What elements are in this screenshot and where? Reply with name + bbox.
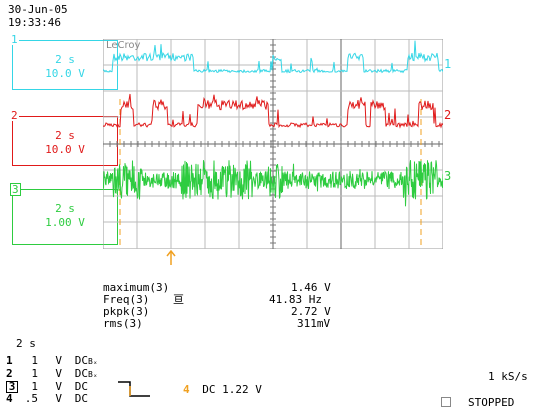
trace-2-box[interactable]: 2 2 s 10.0 V bbox=[10, 110, 118, 166]
trace-3-marker: 3 bbox=[444, 169, 452, 183]
channel-unit: V bbox=[55, 392, 62, 405]
bandwidth-limit-icon: Bₓ bbox=[88, 370, 98, 379]
trace-3-time-div: 2 s bbox=[55, 202, 75, 215]
trace-3-volts-div: 1.00 V bbox=[45, 216, 85, 229]
status-indicator-icon bbox=[441, 397, 451, 407]
trace-3-waveform bbox=[103, 160, 443, 207]
measurement-row[interactable]: maximum(3) 1.46 V bbox=[103, 282, 383, 294]
channel-number: 3 bbox=[6, 381, 18, 393]
channel-unit: V bbox=[55, 354, 62, 367]
channel-number: 2 bbox=[6, 367, 13, 380]
channel-coupling: DC bbox=[74, 380, 88, 393]
scope-display[interactable]: LeCroy bbox=[103, 39, 443, 249]
measurement-value: 1.46 V bbox=[291, 281, 331, 294]
acquisition-status: STOPPED bbox=[468, 396, 515, 409]
trigger-channel: 4 bbox=[183, 383, 190, 396]
measurement-label: rms(3) bbox=[103, 317, 143, 330]
measurement-row[interactable]: rms(3) 311mV bbox=[103, 318, 383, 330]
capture-date: 30-Jun-05 bbox=[8, 3, 68, 16]
channel-number: 4 bbox=[6, 392, 13, 405]
measurement-label: pkpk(3) bbox=[103, 305, 150, 318]
channel-scale: .5 bbox=[24, 392, 38, 405]
channel-scale: 1 bbox=[31, 354, 38, 367]
trigger-position-arrow-icon[interactable] bbox=[166, 250, 176, 266]
channel-table: 1 1 V DCBₓ 2 1 V DCBₓ 3 1 V DC 4.5 V DC bbox=[6, 355, 98, 405]
measurement-row[interactable]: Freq(3) 亘 41.83 Hz bbox=[103, 294, 383, 306]
channel-scale: 1 bbox=[31, 367, 38, 380]
trace-2-volts-div: 10.0 V bbox=[45, 143, 85, 156]
trace-2-number: 2 bbox=[10, 109, 19, 122]
channel-unit: V bbox=[55, 380, 62, 393]
trace-3-number: 3 bbox=[10, 183, 21, 196]
channel-row[interactable]: 3 1 V DC bbox=[6, 381, 98, 393]
measurement-panel: maximum(3) 1.46 V Freq(3) 亘 41.83 Hz pkp… bbox=[103, 282, 383, 330]
trigger-level: 1.22 V bbox=[222, 383, 262, 396]
trace-1-volts-div: 10.0 V bbox=[45, 67, 85, 80]
measurement-value: 311mV bbox=[297, 317, 331, 330]
trace-1-box[interactable]: 1 2 s 10.0 V bbox=[10, 34, 118, 90]
center-ticks bbox=[103, 39, 440, 249]
trace-2-time-div: 2 s bbox=[55, 129, 75, 142]
trace-2-marker: 2 bbox=[444, 108, 452, 122]
measurement-value: 2.72 V bbox=[291, 305, 331, 318]
measurement-status-icon: 亘 bbox=[173, 293, 184, 306]
channel-row[interactable]: 2 1 V DCBₓ bbox=[6, 368, 98, 381]
channel-number: 1 bbox=[6, 354, 13, 367]
channel-scale: 1 bbox=[31, 380, 38, 393]
channel-row[interactable]: 4 .5 V DC bbox=[6, 393, 98, 405]
brand-logo: LeCroy bbox=[106, 40, 141, 51]
trace-1-waveform bbox=[103, 40, 443, 75]
trace-1-marker: 1 bbox=[444, 57, 452, 71]
channel-coupling: DC bbox=[74, 392, 88, 405]
measurement-row[interactable]: pkpk(3) 2.72 V bbox=[103, 306, 383, 318]
trigger-slope-icon bbox=[118, 381, 150, 397]
trace-1-number: 1 bbox=[10, 33, 19, 46]
measurement-value: 41.83 Hz bbox=[269, 293, 322, 306]
capture-time: 19:33:46 bbox=[8, 16, 61, 29]
trace-1-time-div: 2 s bbox=[55, 53, 75, 66]
channel-row[interactable]: 1 1 V DCBₓ bbox=[6, 355, 98, 368]
trigger-coupling: DC bbox=[202, 383, 216, 396]
measurement-label: Freq(3) bbox=[103, 293, 150, 306]
trace-3-box[interactable]: 3 2 s 1.00 V bbox=[10, 183, 118, 245]
measurement-label: maximum(3) bbox=[103, 281, 170, 294]
channel-unit: V bbox=[55, 367, 62, 380]
bandwidth-limit-icon: Bₓ bbox=[88, 357, 98, 366]
channel-coupling: DC bbox=[74, 354, 88, 367]
sample-rate: 1 kS/s bbox=[488, 370, 528, 383]
grid-lines bbox=[103, 39, 443, 249]
trigger-info[interactable]: 4 DC 1.22 V bbox=[183, 383, 262, 396]
channel-coupling: DC bbox=[74, 367, 88, 380]
timebase-label: 2 s bbox=[16, 337, 36, 350]
trace-2-waveform bbox=[103, 93, 443, 129]
